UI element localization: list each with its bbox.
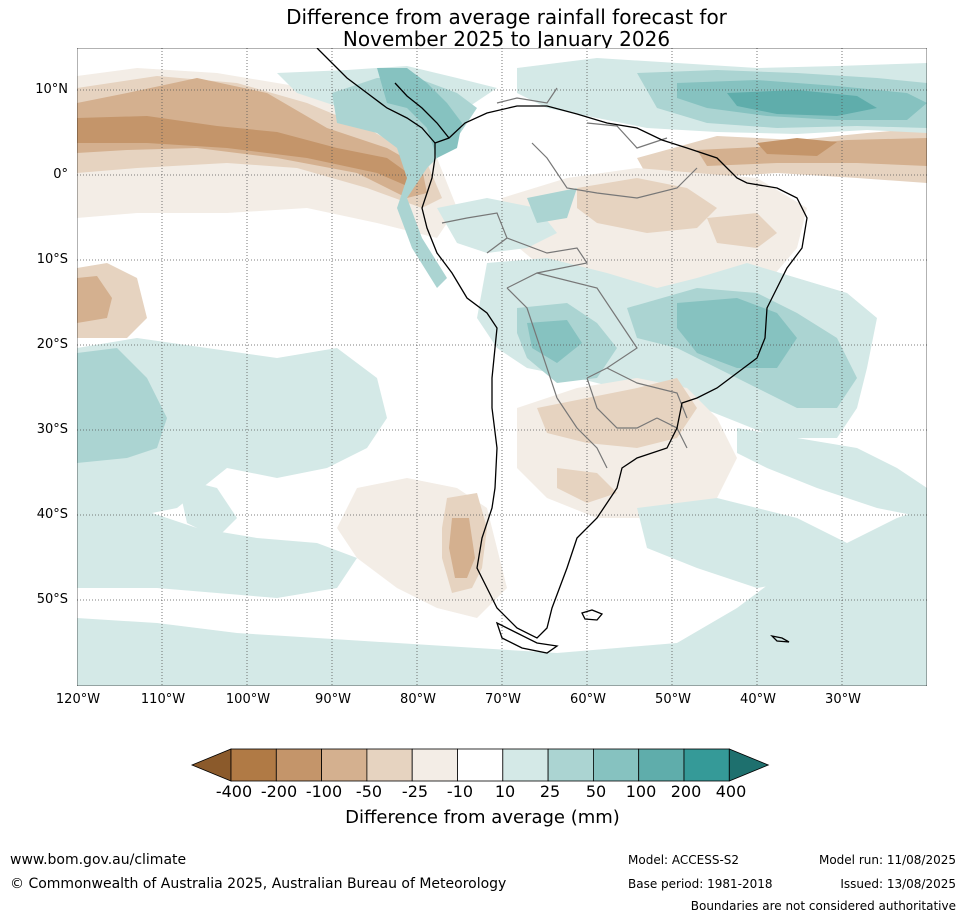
lon-label-50w: 50°W xyxy=(655,692,691,707)
central-america-coast-2 xyxy=(394,82,450,139)
coastline xyxy=(316,48,808,654)
legend-color-cell xyxy=(638,748,685,782)
legend-colorbar xyxy=(190,748,770,782)
dry-south-2 xyxy=(537,378,697,448)
legend-color-cell xyxy=(366,748,413,782)
graticule xyxy=(77,48,927,686)
wet-central-5 xyxy=(527,320,582,363)
wet-pacific xyxy=(77,338,387,523)
dry-band-atlantic-3 xyxy=(757,138,837,156)
lon-label-30w: 30°W xyxy=(825,692,861,707)
wet-amazon-2 xyxy=(527,188,577,223)
lat-label-20s: 20°S xyxy=(36,337,68,352)
dry-amazon-2 xyxy=(577,178,717,233)
wet-caribbean-3 xyxy=(377,68,462,158)
copyright-text: © Commonwealth of Australia 2025, Austra… xyxy=(10,876,507,892)
lon-label-110w: 110°W xyxy=(140,692,186,707)
dry-south-3 xyxy=(557,468,617,503)
wet-pacific-south-2 xyxy=(77,508,927,686)
legend-label: Difference from average (mm) xyxy=(345,807,620,828)
lon-label-120w: 120°W xyxy=(55,692,101,707)
wet-amazon xyxy=(437,198,557,253)
dry-patagonia-3 xyxy=(449,518,475,578)
legend-color-cells xyxy=(190,748,770,782)
legend-extend-high xyxy=(728,748,770,782)
anomaly-shading xyxy=(77,58,927,686)
lon-label-80w: 80°W xyxy=(400,692,436,707)
wet-pacific-2 xyxy=(77,348,167,463)
central-america-coast xyxy=(316,48,436,144)
lon-label-70w: 70°W xyxy=(485,692,521,707)
map-title-line1: Difference from average rainfall forecas… xyxy=(286,5,727,29)
falklands xyxy=(581,609,604,621)
legend-tick: -100 xyxy=(305,782,343,801)
lat-label-10n: 10°N xyxy=(35,82,68,97)
dry-west-pacific-2 xyxy=(77,276,112,323)
lon-label-40w: 40°W xyxy=(740,692,776,707)
issued-date: Issued: 13/08/2025 xyxy=(840,877,956,891)
legend-color-cell xyxy=(275,748,323,782)
legend-tick: 400 xyxy=(715,782,747,801)
wet-atlantic-south-2 xyxy=(637,498,857,588)
boundaries-disclaimer: Boundaries are not considered authoritat… xyxy=(690,899,956,913)
lat-label-0: 0° xyxy=(53,167,68,182)
lon-label-60w: 60°W xyxy=(570,692,606,707)
website-link[interactable]: www.bom.gov.au/climate xyxy=(10,852,187,868)
map-title-line2: November 2025 to January 2026 xyxy=(342,27,671,51)
lon-label-90w: 90°W xyxy=(315,692,351,707)
wet-pacific-south xyxy=(77,508,357,598)
legend-color-cell xyxy=(502,748,549,782)
model-name: Model: ACCESS-S2 xyxy=(628,853,740,867)
lon-label-100w: 100°W xyxy=(225,692,271,707)
wet-atlantic-south xyxy=(737,428,927,518)
legend-tick: -50 xyxy=(355,782,383,801)
lat-label-10s: 10°S xyxy=(36,252,68,267)
legend-tick: -10 xyxy=(446,782,474,801)
legend-color-cell xyxy=(547,748,594,782)
rainfall-map xyxy=(77,48,927,686)
legend-color-cell xyxy=(411,748,458,782)
tierra-del-fuego xyxy=(495,621,559,654)
base-period: Base period: 1981-2018 xyxy=(628,877,773,891)
dry-band-north-4 xyxy=(77,116,412,186)
legend-tick: 50 xyxy=(585,782,607,801)
legend-color-cell xyxy=(457,748,504,782)
legend-tick: 200 xyxy=(670,782,702,801)
legend-tick: -400 xyxy=(215,782,253,801)
wet-pacific-south-3 xyxy=(177,478,237,538)
legend-tick: 10 xyxy=(494,782,516,801)
legend-tick: -25 xyxy=(401,782,429,801)
legend-tick: 100 xyxy=(625,782,657,801)
model-run-date: Model run: 11/08/2025 xyxy=(818,853,956,867)
legend-tick: 25 xyxy=(539,782,561,801)
wet-atlantic-north-4 xyxy=(727,90,877,116)
legend-extend-low xyxy=(190,748,232,782)
south-america-coast xyxy=(421,105,808,639)
legend-color-cell xyxy=(683,748,730,782)
legend-color-cell xyxy=(592,748,640,782)
legend-color-cell xyxy=(321,748,368,782)
lat-label-30s: 30°S xyxy=(36,422,68,437)
lat-label-50s: 50°S xyxy=(36,592,68,607)
legend-tick: -200 xyxy=(260,782,298,801)
legend-color-cell xyxy=(230,748,277,782)
lat-label-40s: 40°S xyxy=(36,507,68,522)
dry-amazon-3 xyxy=(707,213,777,248)
south-georgia xyxy=(770,634,790,643)
